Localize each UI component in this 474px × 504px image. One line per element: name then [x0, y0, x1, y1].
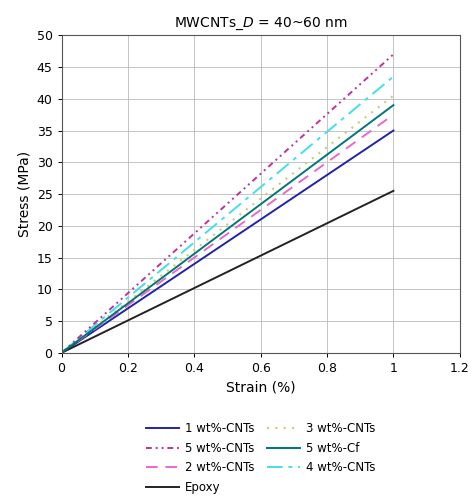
Y-axis label: Stress (MPa): Stress (MPa) [17, 151, 31, 237]
Legend: 1 wt%-CNTs, 5 wt%-CNTs, 2 wt%-CNTs, Epoxy, 3 wt%-CNTs, 5 wt%-Cf, 4 wt%-CNTs: 1 wt%-CNTs, 5 wt%-CNTs, 2 wt%-CNTs, Epox… [146, 422, 375, 494]
Title: MWCNTs_$D$ = 40~60 nm: MWCNTs_$D$ = 40~60 nm [173, 16, 348, 32]
X-axis label: Strain (%): Strain (%) [226, 381, 295, 395]
